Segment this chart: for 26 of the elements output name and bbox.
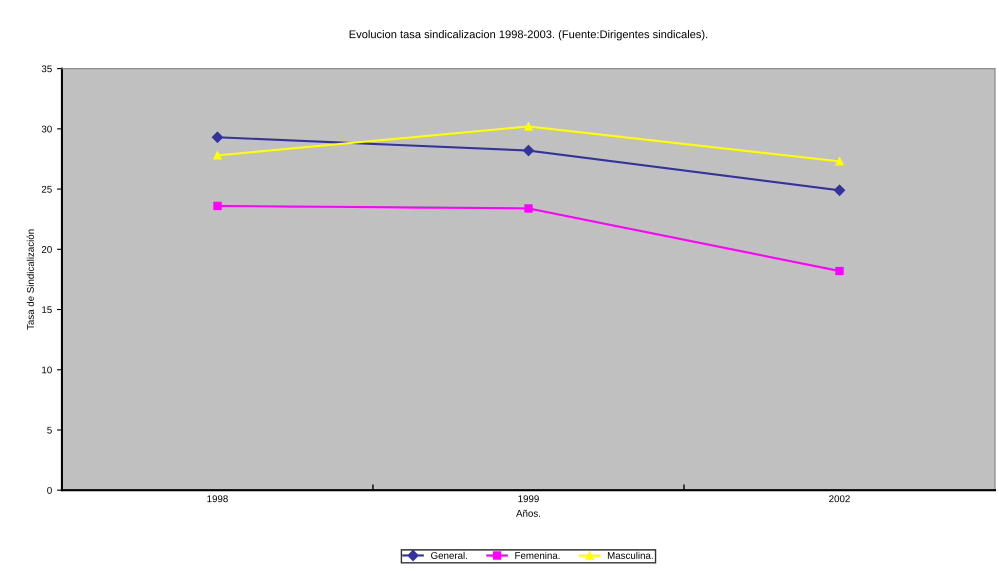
y-tick-label: 25 bbox=[42, 186, 52, 193]
point bbox=[835, 157, 844, 166]
x-tick-label: 2002 bbox=[829, 495, 850, 502]
y-tick-label: 5 bbox=[47, 426, 52, 434]
point bbox=[834, 184, 846, 196]
point bbox=[522, 144, 534, 156]
y-tick-label: 15 bbox=[42, 306, 52, 314]
y-tick-label: 35 bbox=[42, 65, 52, 72]
x-tick-label: 1999 bbox=[518, 495, 539, 502]
legend-label: General. bbox=[431, 552, 467, 559]
x-axis-title: Años. bbox=[516, 510, 540, 517]
point bbox=[213, 202, 222, 210]
y-tick-label: 20 bbox=[42, 246, 52, 253]
y-tick-label: 10 bbox=[42, 366, 52, 374]
y-tick-label: 0 bbox=[47, 486, 52, 494]
y-tick-label: 30 bbox=[42, 126, 52, 132]
chart-title: Evolucion tasa sindicalizacion 1998-2003. (Fuente:Dirigentes sindicales). bbox=[350, 30, 708, 40]
legend-label: Masculina. bbox=[608, 552, 653, 559]
y-axis-title: Tasa de Sindicalización bbox=[26, 230, 34, 330]
point bbox=[524, 204, 533, 213]
point bbox=[213, 151, 222, 160]
point bbox=[835, 266, 844, 276]
x-tick-label: 1998 bbox=[207, 495, 228, 502]
point bbox=[524, 122, 533, 131]
legend-label: Femenina. bbox=[515, 552, 560, 559]
point bbox=[212, 132, 224, 143]
